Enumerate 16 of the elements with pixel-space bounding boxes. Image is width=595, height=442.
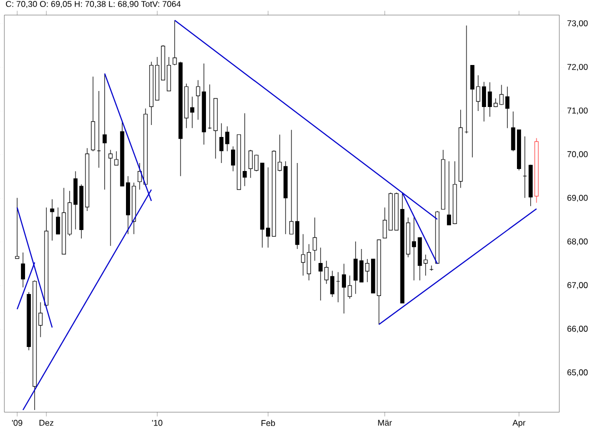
y-tick-label: 67,00: [567, 282, 588, 290]
x-tick-label: Feb: [262, 420, 275, 426]
chart-title: C: 70,30 O: 69,05 H: 70,38 L: 68,90 TotV: 7064: [6, 1, 181, 8]
y-tick-label: 68,00: [567, 238, 588, 246]
y-tick-label: 73,00: [567, 20, 588, 28]
x-tick-label: '10: [152, 420, 162, 426]
y-tick-label: 65,00: [567, 369, 588, 376]
y-tick-label: 66,00: [567, 326, 588, 333]
y-tick-label: 70,00: [567, 151, 588, 158]
x-tick-label: Mär: [378, 420, 392, 426]
y-tick-label: 71,00: [567, 108, 588, 115]
y-tick-label: 69,00: [567, 194, 588, 202]
x-tick-label: '09: [12, 420, 22, 426]
x-tick-label: Dez: [40, 420, 54, 426]
x-tick-label: Apr: [512, 420, 526, 428]
y-tick-label: 72,00: [567, 64, 588, 71]
